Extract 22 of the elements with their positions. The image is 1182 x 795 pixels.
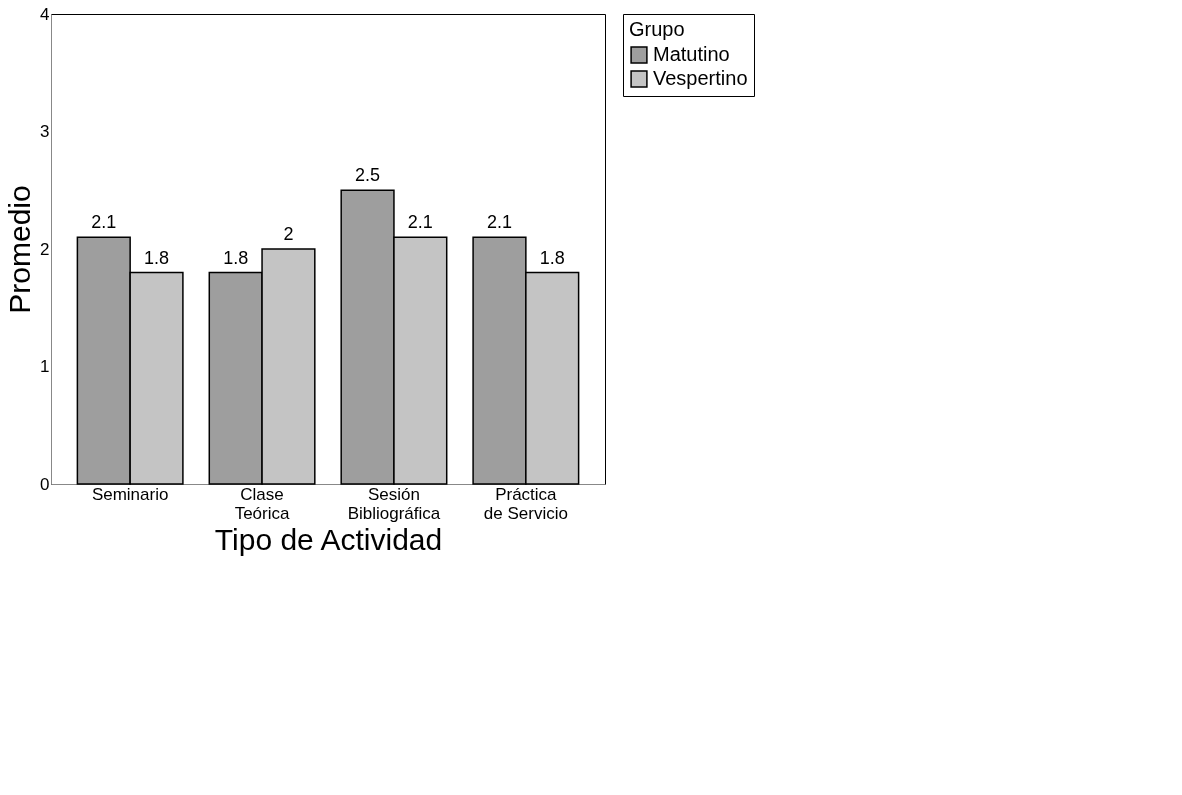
y-tick-label: 3 xyxy=(40,122,50,141)
x-tick-label: Clase Teórica xyxy=(234,484,290,523)
data-label: 2.1 xyxy=(486,212,512,233)
y-tick-label: 0 xyxy=(40,474,50,494)
y-tick-label: 1 xyxy=(40,357,50,376)
x-tick-label: Seminario xyxy=(91,484,169,504)
y-tick-label: 2 xyxy=(40,239,50,259)
data-label: 2 xyxy=(283,224,294,244)
x-tick-label: Práctica de Servicio xyxy=(483,484,568,523)
data-label: 1.8 xyxy=(539,247,565,268)
x-tick-label: Sesión Bibliográfica xyxy=(347,484,441,523)
legend-label: Vespertino xyxy=(653,67,748,89)
legend-label: Matutino xyxy=(653,43,730,65)
data-label: 1.8 xyxy=(144,247,170,268)
y-axis-title: Promedio xyxy=(3,185,37,314)
y-tick-label: 4 xyxy=(40,4,50,24)
data-label: 2.1 xyxy=(407,212,433,233)
x-axis-title: Tipo de Actividad xyxy=(214,522,443,556)
data-label: 2.1 xyxy=(91,212,117,233)
data-label: 2.5 xyxy=(355,165,381,186)
legend-title: Grupo xyxy=(629,18,685,40)
data-label: 1.8 xyxy=(223,247,249,268)
